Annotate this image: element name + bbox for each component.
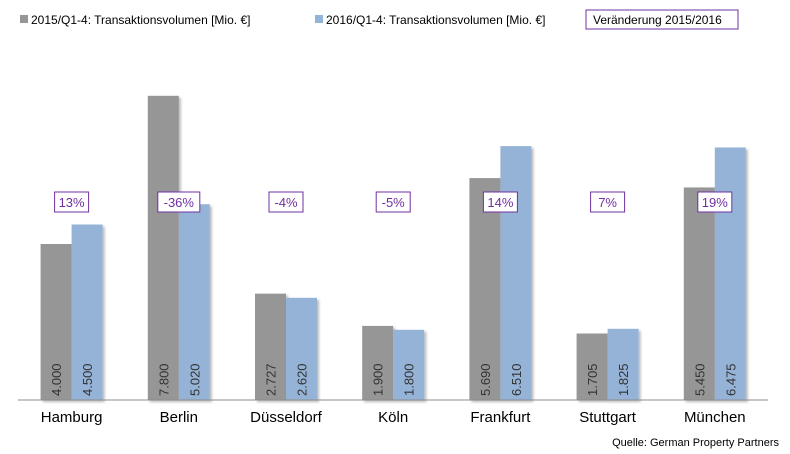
value-label-koeln-2015: 1.900 (371, 363, 386, 396)
bar-duesseldorf-2016 (286, 297, 317, 400)
legend-swatch-2016 (315, 15, 323, 23)
change-label-muenchen: 19% (702, 195, 728, 210)
legend: 2015/Q1-4: Transaktionsvolumen [Mio. €] … (20, 9, 739, 30)
bar-hamburg-2015 (40, 244, 72, 400)
change-label-stuttgart: 7% (598, 195, 617, 210)
source-note: Quelle: German Property Partners (612, 437, 779, 449)
category-label-frankfurt: Frankfurt (470, 409, 531, 426)
value-label-duesseldorf-2016: 2.620 (295, 363, 310, 396)
value-label-duesseldorf-2015: 2.727 (264, 363, 279, 396)
category-label-stuttgart: Stuttgart (579, 409, 637, 426)
change-label-duesseldorf: -4% (274, 195, 298, 210)
change-label-hamburg: 13% (59, 195, 85, 210)
value-label-muenchen-2015: 5.450 (692, 363, 707, 396)
value-label-koeln-2016: 1.800 (402, 363, 417, 396)
value-label-berlin-2015: 7.800 (156, 363, 171, 396)
change-label-berlin: -36% (164, 195, 195, 210)
change-box-muenchen (697, 191, 733, 213)
change-label-koeln: -5% (382, 195, 406, 210)
bar-frankfurt-2016 (500, 146, 532, 400)
change-box-berlin (157, 191, 201, 213)
value-label-hamburg-2015: 4.000 (49, 363, 64, 396)
category-label-duesseldorf: Düsseldorf (250, 409, 323, 426)
change-box-frankfurt (482, 191, 518, 213)
category-labels-layer: Hamburg Berlin Düsseldorf Köln Frankfurt Stut… (41, 409, 746, 426)
value-label-stuttgart-2015: 1.705 (585, 363, 600, 396)
value-label-frankfurt-2016: 6.510 (509, 363, 524, 396)
change-box-stuttgart (590, 191, 626, 213)
value-label-frankfurt-2015: 5.690 (478, 363, 493, 396)
value-label-stuttgart-2016: 1.825 (616, 363, 631, 396)
value-label-muenchen-2016: 6.475 (723, 363, 738, 396)
value-label-berlin-2016: 5.020 (187, 363, 202, 396)
value-label-hamburg-2016: 4.500 (80, 363, 95, 396)
change-box-hamburg (54, 191, 90, 213)
category-label-muenchen: München (684, 409, 746, 426)
bar-hamburg-2016 (71, 224, 103, 400)
bar-stuttgart-2016 (607, 328, 639, 400)
bar-muenchen-2015 (683, 187, 715, 400)
category-label-koeln: Köln (378, 409, 408, 426)
legend-swatch-2015 (20, 15, 28, 23)
change-label-frankfurt: 14% (487, 195, 513, 210)
change-box-koeln (375, 191, 411, 213)
category-label-hamburg: Hamburg (41, 409, 103, 426)
bar-koeln-2015 (362, 325, 394, 400)
legend-label-2015: 2015/Q1-4: Transaktionsvolumen [Mio. €] (31, 13, 250, 27)
change-box-duesseldorf (268, 191, 304, 213)
bar-stuttgart-2015 (576, 333, 608, 400)
bar-berlin-2016 (178, 204, 210, 400)
bar-frankfurt-2015 (469, 178, 501, 400)
legend-label-2016: 2016/Q1-4: Transaktionsvolumen [Mio. €] (326, 13, 545, 27)
bar-muenchen-2016 (714, 147, 746, 400)
bar-berlin-2015 (147, 95, 179, 401)
category-label-berlin: Berlin (160, 409, 198, 426)
bars-layer: 4.000 4.500 7.800 5.020 2.727 2.620 1.900 1.800… (40, 95, 746, 401)
bar-koeln-2016 (393, 329, 425, 400)
legend-change-label: Veränderung 2015/2016 (593, 13, 722, 27)
change-labels-layer: 13% -36% -4% -5% 14% 7% 19% (54, 191, 733, 213)
legend-change-box (585, 9, 739, 30)
bar-duesseldorf-2015 (255, 293, 286, 400)
